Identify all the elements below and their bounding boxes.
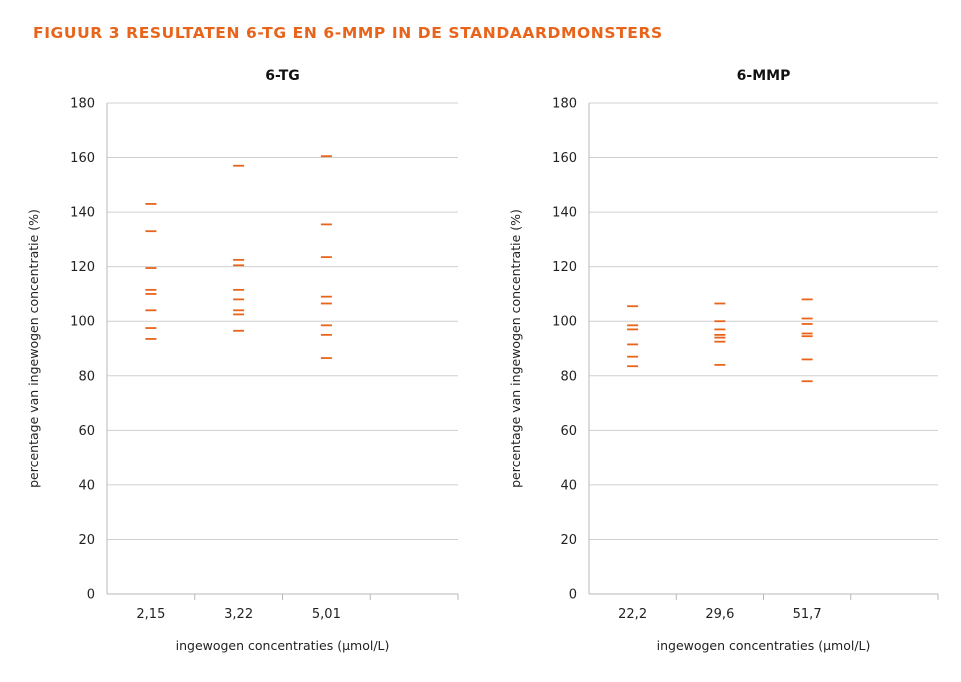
y-axis-label: percentage van ingewogen concentratie (%… [26, 209, 41, 488]
y-tick-label: 160 [552, 151, 577, 166]
y-tick-label: 180 [70, 97, 95, 112]
y-tick-label: 160 [70, 151, 95, 166]
chart-title: 6-MMP [737, 68, 791, 84]
y-tick-label: 100 [552, 315, 577, 330]
x-tick-label: 5,01 [312, 607, 341, 622]
y-tick-label: 140 [70, 206, 95, 221]
y-tick-label: 120 [552, 260, 577, 275]
y-tick-label: 140 [552, 206, 577, 221]
x-axis-label: ingewogen concentraties (µmol/L) [657, 638, 871, 653]
x-tick-label: 29,6 [705, 607, 734, 622]
y-tick-label: 80 [78, 369, 95, 384]
x-tick-label: 22,2 [618, 607, 647, 622]
y-tick-label: 0 [87, 588, 95, 603]
figure-title: FIGUUR 3 RESULTATEN 6-TG EN 6-MMP IN DE … [33, 24, 663, 42]
chart-6tg: 0 20 40 60 80 100 120 140 160 180 2,15 3,22 5,01 6-TG… [26, 68, 459, 653]
chart-title: 6-TG [265, 68, 300, 84]
y-tick-label: 80 [560, 369, 577, 384]
y-tick-label: 100 [70, 315, 95, 330]
x-axis-label: ingewogen concentraties (µmol/L) [176, 638, 390, 653]
y-tick-label: 60 [560, 424, 577, 439]
y-tick-label: 20 [78, 533, 95, 548]
y-tick-label: 40 [560, 478, 577, 493]
y-tick-label: 40 [78, 478, 95, 493]
y-tick-label: 60 [78, 424, 95, 439]
y-axis-label: percentage van ingewogen concentratie (%… [508, 209, 523, 488]
y-tick-label: 180 [552, 97, 577, 112]
x-tick-label: 51,7 [793, 607, 822, 622]
x-tick-label: 3,22 [224, 607, 253, 622]
y-tick-label: 20 [560, 533, 577, 548]
y-tick-label: 120 [70, 260, 95, 275]
x-tick-label: 2,15 [136, 607, 165, 622]
y-tick-label: 0 [569, 588, 577, 603]
